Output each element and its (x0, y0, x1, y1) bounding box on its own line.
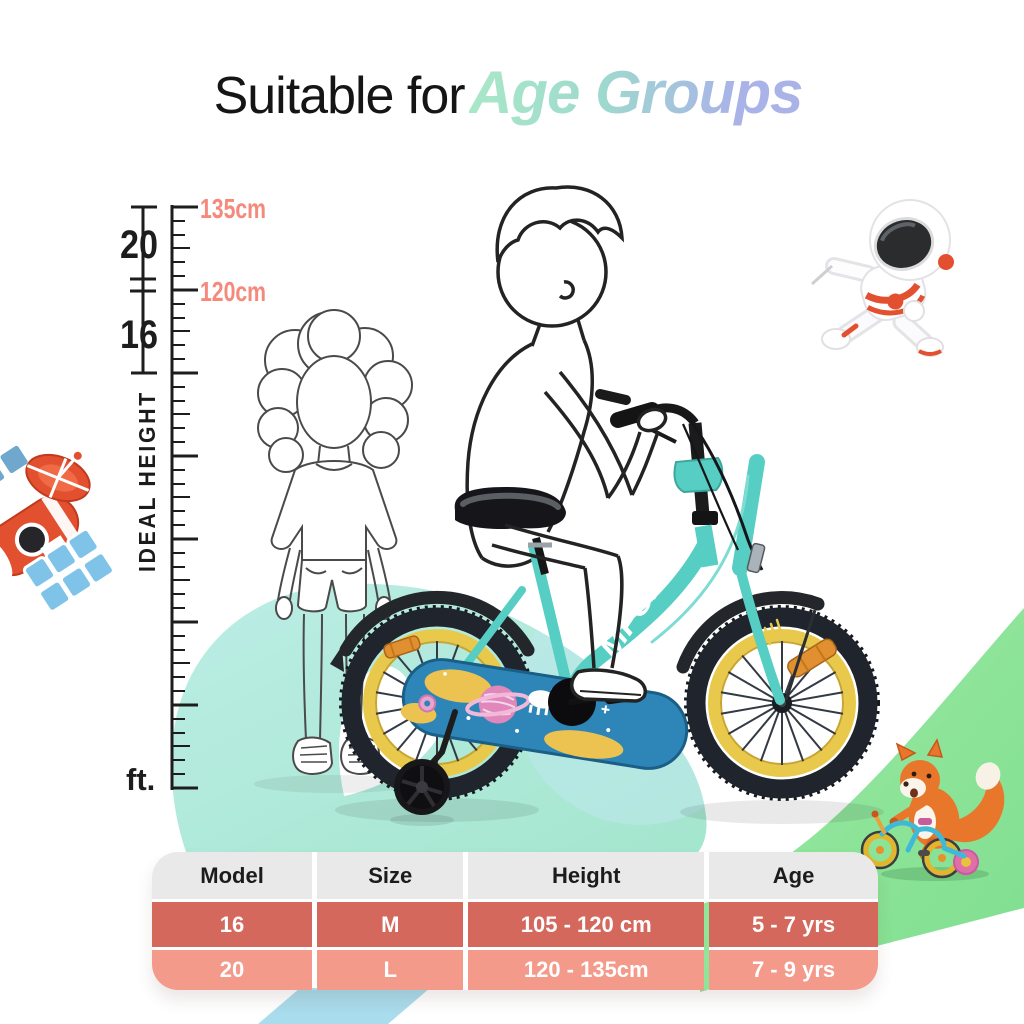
table-cell: 105 - 120 cm (468, 899, 705, 947)
wheel-size-20-label: 20 (120, 223, 158, 267)
rear-fender (339, 590, 535, 657)
table-cell: 5 - 7 yrs (709, 899, 878, 947)
front-fender (676, 591, 825, 674)
boy-illustration (465, 185, 625, 568)
table-cell: 120 - 135cm (468, 947, 705, 990)
fox-tail (950, 762, 1005, 843)
boy-front-limbs (491, 370, 668, 703)
girl-face (296, 355, 372, 449)
ideal-height-axis-label: IDEAL HEIGHT (134, 390, 160, 572)
boy-hair (495, 185, 625, 263)
table-header-height: Height (468, 852, 705, 899)
fox-bike (860, 810, 979, 879)
fox-on-bike-icon (860, 738, 1005, 879)
blue-band-shape (258, 988, 430, 1024)
title-prefix: Suitable for (213, 67, 466, 125)
boy-shoe (570, 668, 647, 703)
table-header-model: Model (152, 852, 313, 899)
ground-shadows (254, 775, 989, 881)
rear-reflector (383, 635, 421, 659)
wheel-size-16-label: 16 (120, 313, 158, 357)
height-120cm-label: 120cm (200, 276, 266, 307)
girl-shirt (270, 460, 398, 570)
table-cell: 7 - 9 yrs (709, 947, 878, 990)
size-table: Model Size Height Age 16 M 105 - 120 cm … (152, 852, 878, 990)
page-title: Suitable for Age Groups (0, 58, 1024, 127)
table-cell: 16 (152, 899, 313, 947)
feet-unit-label: ft. (126, 762, 155, 797)
table-cell: L (317, 947, 464, 990)
bike-brand-logo: MFOX (594, 565, 674, 663)
stem-bracket (673, 456, 724, 494)
wheel-size-bracket (130, 205, 157, 375)
table-cell: 20 (152, 947, 313, 990)
height-ruler (170, 205, 198, 790)
front-reflector (787, 638, 837, 678)
table-header-size: Size (317, 852, 464, 899)
table-cell: M (317, 899, 464, 947)
training-wheel (394, 709, 458, 815)
table-header-age: Age (709, 852, 878, 899)
girl-shoe-left (292, 736, 334, 775)
satellite-toy-icon (0, 442, 115, 613)
astronaut-toy-icon (810, 199, 954, 357)
height-135cm-label: 135cm (200, 193, 266, 224)
title-highlight: Age Groups (469, 59, 810, 126)
